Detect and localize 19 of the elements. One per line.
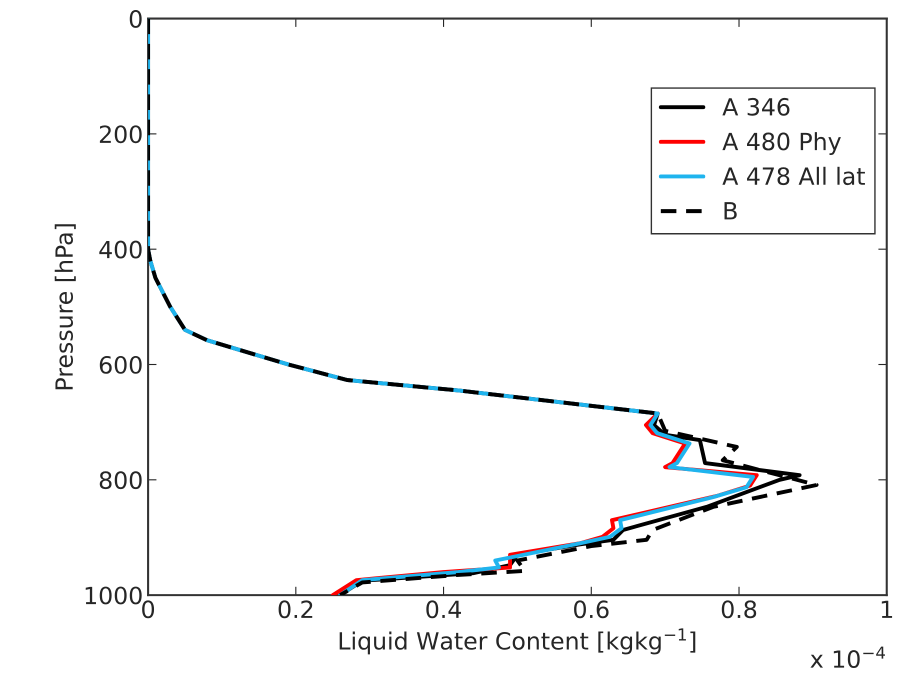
x-tick-label: 0.8 bbox=[722, 600, 756, 618]
legend-label: A 346 bbox=[722, 98, 790, 116]
x-axis-title: Liquid Water Content [kgkg$^{−1}$] bbox=[340, 628, 696, 654]
x-tick-label: 0.6 bbox=[574, 600, 609, 618]
text: x 10$^{−4}$ bbox=[810, 646, 885, 668]
y-tick-label: 400 bbox=[99, 240, 142, 258]
x-tick-label: 1 bbox=[882, 600, 892, 618]
y-tick-label: 600 bbox=[100, 356, 142, 374]
legend-label: A 478 All lat bbox=[722, 166, 865, 186]
x-tick-label: 0 bbox=[142, 600, 154, 618]
y-tick-label: 0 bbox=[130, 10, 142, 28]
y-tick-label: 800 bbox=[100, 471, 142, 490]
legend-label: A 480 Phy bbox=[722, 132, 841, 155]
x-tick-label: 0.2 bbox=[278, 600, 312, 618]
y-axis-title: Pressure [hPa] bbox=[54, 224, 76, 390]
y-tick-label: 1000 bbox=[86, 586, 142, 604]
x-tick-label: 0.4 bbox=[426, 600, 462, 618]
y-tick-label: 200 bbox=[100, 125, 142, 144]
legend-label: B bbox=[724, 202, 737, 220]
